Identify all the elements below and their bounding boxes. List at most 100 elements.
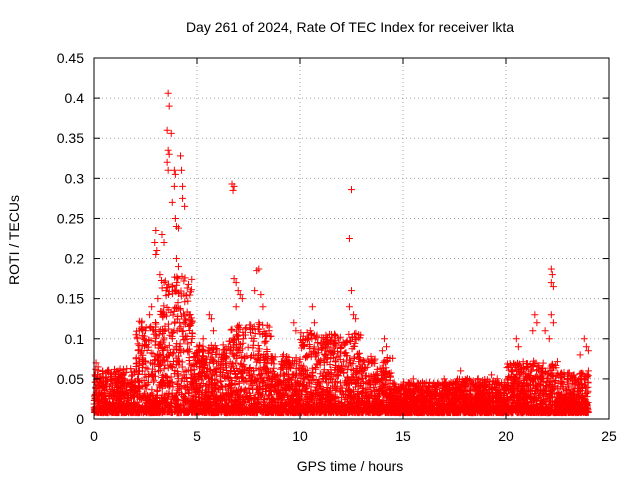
- data-point: [206, 347, 214, 355]
- data-point: [213, 359, 221, 367]
- data-point: [187, 338, 195, 346]
- data-point: [127, 395, 135, 403]
- data-point: [143, 408, 151, 416]
- data-point: [105, 383, 113, 391]
- data-point: [190, 352, 198, 360]
- data-point: [160, 365, 168, 373]
- data-point: [135, 370, 143, 378]
- data-point: [217, 378, 225, 386]
- data-point: [143, 381, 151, 389]
- data-point: [171, 392, 179, 400]
- data-point: [160, 353, 168, 361]
- data-point: [166, 403, 174, 411]
- data-point: [165, 404, 173, 412]
- data-point: [181, 312, 189, 320]
- data-point: [182, 292, 190, 300]
- data-point: [221, 352, 229, 360]
- data-point: [170, 395, 178, 403]
- data-point: [150, 330, 158, 338]
- data-point: [167, 398, 175, 406]
- data-point: [171, 287, 179, 295]
- data-point: [173, 379, 181, 387]
- data-point: [118, 398, 126, 406]
- data-point: [140, 393, 148, 401]
- data-point: [184, 297, 192, 305]
- data-point: [163, 303, 171, 311]
- data-point: [165, 352, 173, 360]
- data-point: [165, 341, 173, 349]
- data-point: [179, 327, 187, 335]
- data-point: [215, 386, 223, 394]
- data-point: [199, 380, 207, 388]
- data-point: [191, 356, 199, 364]
- data-point: [183, 332, 191, 340]
- data-point: [112, 392, 120, 400]
- data-point: [173, 315, 181, 323]
- data-point: [147, 349, 155, 357]
- data-point: [104, 398, 112, 406]
- data-point: [219, 365, 227, 373]
- data-point: [169, 311, 177, 319]
- data-point: [109, 399, 117, 407]
- data-point: [186, 291, 194, 299]
- data-point: [191, 403, 199, 411]
- data-point: [145, 397, 153, 405]
- data-point: [158, 345, 166, 353]
- data-point: [207, 392, 215, 400]
- data-point: [174, 386, 182, 394]
- data-point: [102, 374, 110, 382]
- data-point: [168, 329, 176, 337]
- data-point: [99, 391, 107, 399]
- data-point: [164, 320, 172, 328]
- data-point: [176, 319, 184, 327]
- data-point: [140, 332, 148, 340]
- data-point: [181, 374, 189, 382]
- data-point: [176, 409, 184, 417]
- data-point: [219, 341, 227, 349]
- data-point: [159, 338, 167, 346]
- data-point: [185, 348, 193, 356]
- data-point: [159, 371, 167, 379]
- data-point: [116, 380, 124, 388]
- data-point: [211, 375, 219, 383]
- data-point: [189, 380, 197, 388]
- data-point: [142, 382, 150, 390]
- data-point: [163, 346, 171, 354]
- data-point: [191, 370, 199, 378]
- data-point: [185, 323, 193, 331]
- data-point: [178, 391, 186, 399]
- data-point: [170, 370, 178, 378]
- data-points: [90, 89, 592, 417]
- data-point: [190, 361, 198, 369]
- data-point: [124, 400, 132, 408]
- data-point: [156, 366, 164, 374]
- data-point: [176, 340, 184, 348]
- data-point: [169, 283, 177, 291]
- data-point: [183, 385, 191, 393]
- data-point: [219, 356, 227, 364]
- data-point: [164, 380, 172, 388]
- data-point: [160, 334, 168, 342]
- data-point: [162, 312, 170, 320]
- data-point: [172, 391, 180, 399]
- data-point: [169, 383, 177, 391]
- data-point: [182, 317, 190, 325]
- data-point: [160, 378, 168, 386]
- data-point: [176, 382, 184, 390]
- data-point: [152, 372, 160, 380]
- data-point: [154, 344, 162, 352]
- data-point: [212, 382, 220, 390]
- data-point: [227, 326, 235, 334]
- data-point: [153, 399, 161, 407]
- data-point: [212, 350, 220, 358]
- data-point: [135, 378, 143, 386]
- data-point: [113, 396, 121, 404]
- data-point: [184, 396, 192, 404]
- data-point: [177, 377, 185, 385]
- data-point: [221, 345, 229, 353]
- data-point: [160, 408, 168, 416]
- data-point: [183, 308, 191, 316]
- data-point: [107, 372, 115, 380]
- data-point: [95, 404, 103, 412]
